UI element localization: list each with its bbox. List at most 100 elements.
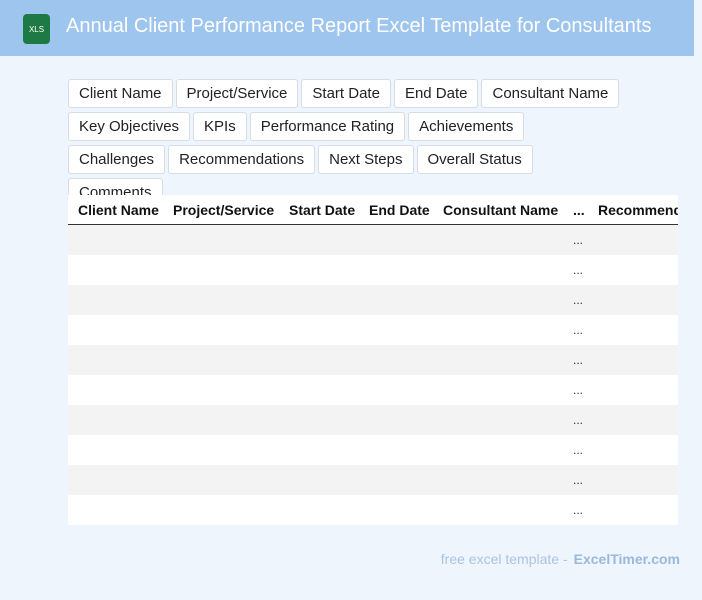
table-cell: [433, 345, 563, 375]
tag[interactable]: Key Objectives: [68, 112, 191, 141]
table-cell: [279, 315, 359, 345]
table-cell: [359, 224, 433, 255]
table-row: ...: [68, 345, 678, 375]
table-cell: [588, 435, 678, 465]
table-cell: [68, 435, 163, 465]
table-cell: [359, 315, 433, 345]
tag[interactable]: KPIs: [193, 112, 247, 141]
table-cell: [588, 405, 678, 435]
header: XLS Annual Client Performance Report Exc…: [0, 0, 694, 56]
table-cell: [163, 255, 279, 285]
table-cell: [163, 405, 279, 435]
footer: free excel template - ExcelTimer.com: [441, 551, 680, 567]
table-cell: [433, 465, 563, 495]
table-cell: [588, 375, 678, 405]
table-cell: [433, 285, 563, 315]
table-body: ..............................: [68, 224, 678, 526]
table-cell: [359, 285, 433, 315]
table-cell: [68, 375, 163, 405]
table-cell: ...: [563, 345, 588, 375]
table-cell: [163, 375, 279, 405]
table-cell: [359, 495, 433, 525]
table-row: ...: [68, 495, 678, 525]
footer-link[interactable]: ExcelTimer.com: [573, 551, 680, 567]
table-cell: [279, 435, 359, 465]
tag[interactable]: Overall Status: [416, 145, 533, 174]
table-cell: [433, 435, 563, 465]
table-row: ...: [68, 465, 678, 495]
table-cell: [279, 405, 359, 435]
table-row: ...: [68, 315, 678, 345]
table-row: ...: [68, 224, 678, 255]
xls-icon: XLS: [23, 14, 50, 44]
table-cell: [68, 255, 163, 285]
tag[interactable]: Client Name: [68, 79, 173, 108]
table-cell: [68, 405, 163, 435]
table-cell: [68, 495, 163, 525]
table-row: ...: [68, 375, 678, 405]
column-header: Client Name: [68, 195, 163, 225]
column-header: Consultant Name: [433, 195, 563, 225]
column-header: Start Date: [279, 195, 359, 225]
table-cell: [163, 465, 279, 495]
table-cell: [279, 285, 359, 315]
table-row: ...: [68, 435, 678, 465]
table-cell: [359, 375, 433, 405]
table-cell: [163, 345, 279, 375]
table-cell: [433, 405, 563, 435]
table-cell: [359, 345, 433, 375]
footer-text: free excel template -: [440, 551, 568, 567]
table-cell: [279, 465, 359, 495]
table-cell: ...: [563, 465, 588, 495]
table-cell: [163, 315, 279, 345]
table-cell: [588, 465, 678, 495]
tag[interactable]: End Date: [393, 79, 479, 108]
tag-list: Client Name Project/Service Start Date End …: [68, 79, 620, 207]
header-row: Client Name Project/Service Start Date End …: [68, 195, 678, 225]
tag[interactable]: Consultant Name: [481, 79, 620, 108]
column-header: Project/Service: [163, 195, 279, 225]
table-cell: [588, 315, 678, 345]
table-cell: [433, 375, 563, 405]
tag[interactable]: Start Date: [301, 79, 391, 108]
tag[interactable]: Next Steps: [318, 145, 414, 174]
table-cell: [163, 224, 279, 255]
table-cell: [279, 345, 359, 375]
table-cell: [359, 255, 433, 285]
table-cell: [433, 495, 563, 525]
tag[interactable]: Recommendations: [168, 145, 316, 174]
table-cell: [68, 285, 163, 315]
table-cell: [433, 315, 563, 345]
table-cell: [359, 465, 433, 495]
table-cell: [68, 345, 163, 375]
table-cell: ...: [573, 323, 584, 337]
table-cell: [588, 495, 678, 525]
table-container: Client Name Project/Service Start Date End …: [68, 195, 678, 525]
tag[interactable]: Challenges: [68, 145, 166, 174]
table-row: ...: [68, 255, 678, 285]
table-cell: [588, 345, 678, 375]
table-cell: [279, 255, 359, 285]
table-cell: [588, 255, 678, 285]
table-cell: ...: [573, 263, 584, 277]
table-cell: [68, 465, 163, 495]
table-cell: [433, 224, 563, 255]
table-cell: ...: [563, 405, 588, 435]
table-cell: [279, 224, 359, 255]
tag[interactable]: Achievements: [408, 112, 525, 141]
table-cell: [163, 435, 279, 465]
column-header: Recommendations: [588, 195, 678, 225]
table-cell: [588, 285, 678, 315]
column-header: ...: [563, 195, 588, 225]
table-cell: ...: [563, 224, 588, 255]
table-cell: [163, 285, 279, 315]
tag[interactable]: Project/Service: [175, 79, 299, 108]
table-cell: [68, 315, 163, 345]
table-cell: [359, 435, 433, 465]
title: Annual Client Performance Report Excel T…: [66, 15, 652, 37]
table-cell: [163, 495, 279, 525]
table-cell: [359, 405, 433, 435]
tag[interactable]: Performance Rating: [249, 112, 406, 141]
table-cell: [68, 224, 163, 255]
